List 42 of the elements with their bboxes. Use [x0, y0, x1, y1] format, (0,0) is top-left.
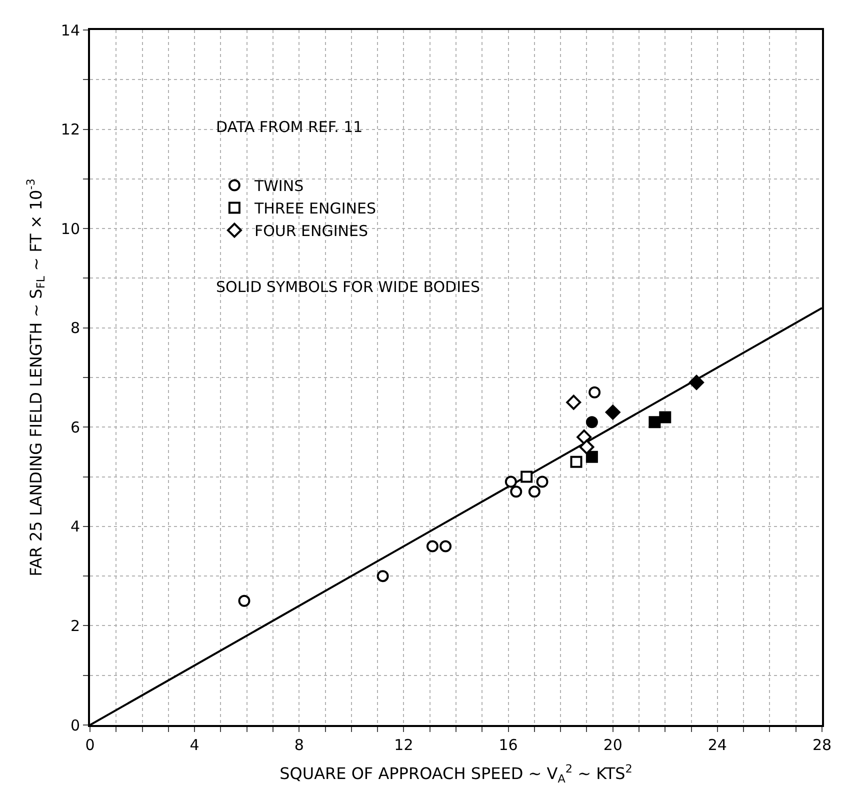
y-tick-label: 2 [70, 616, 80, 635]
x-tick-label: 0 [85, 736, 95, 754]
x-tick-label: 16 [498, 736, 518, 754]
y-tick-label: 10 [60, 220, 80, 238]
y-tick-label: 14 [60, 21, 80, 40]
y-tick-label: 6 [70, 418, 80, 436]
point [238, 594, 250, 607]
x-tick-label: 4 [190, 736, 200, 754]
point [510, 486, 522, 498]
y-tick-label: 12 [60, 120, 80, 139]
point [426, 540, 438, 552]
point [520, 470, 533, 483]
point [376, 570, 389, 582]
annotation: DATA FROM REF. 11 [216, 118, 363, 136]
legend-label: THREE ENGINES [253, 200, 376, 218]
point [576, 430, 592, 445]
point [440, 540, 452, 552]
point [605, 404, 620, 420]
x-tick-label: 20 [603, 736, 622, 754]
point [586, 450, 598, 463]
annotation: SOLID SYMBOLS FOR WIDE BODIES [216, 278, 480, 296]
point [528, 486, 540, 498]
point [648, 416, 661, 428]
point [588, 386, 601, 398]
x-tick-label: 12 [394, 736, 414, 754]
x-axis-title: SQUARE OF APPROACH SPEED ~ V$_{A}$$^{2}$ ~ KTS$^{2}$ [280, 762, 632, 786]
x-tick-label: 8 [294, 736, 304, 754]
point [659, 411, 672, 424]
y-tick-label: 0 [70, 716, 80, 734]
y-tick-label: 8 [70, 319, 80, 338]
point [586, 416, 598, 428]
point [689, 374, 704, 390]
point [536, 476, 548, 488]
point [579, 440, 594, 454]
x-tick-label: 24 [708, 736, 727, 754]
point [504, 476, 517, 488]
legend-label: TWINS [253, 177, 304, 196]
legend-label: FOUR ENGINES [254, 222, 368, 240]
point [566, 394, 582, 410]
x-tick-label: 28 [812, 736, 832, 754]
y-tick-label: 4 [70, 518, 80, 536]
point [570, 456, 582, 468]
